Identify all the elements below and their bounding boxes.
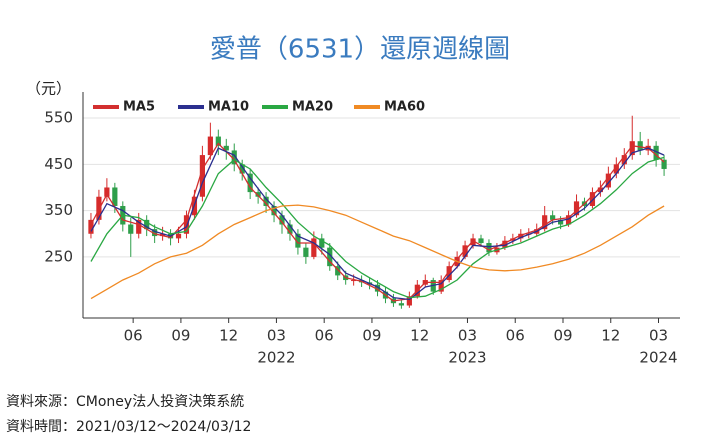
legend-label: MA20 <box>292 100 333 115</box>
candle-body <box>152 229 158 237</box>
x-year-label: 2023 <box>448 349 486 367</box>
x-tick-label: 03 <box>267 327 286 345</box>
ma-line <box>90 204 665 300</box>
candle-body <box>319 238 325 248</box>
candle-body <box>295 233 301 248</box>
y-tick-label: 350 <box>44 201 73 219</box>
candle-body <box>311 238 317 257</box>
candle-body <box>215 136 221 146</box>
x-year-label: 2022 <box>257 349 295 367</box>
candle-body <box>406 296 412 306</box>
candle-body <box>486 243 492 253</box>
candle-body <box>438 280 444 292</box>
y-unit: （元） <box>26 80 71 98</box>
candle-body <box>287 224 293 234</box>
candle-body <box>478 238 484 244</box>
candle-body <box>255 192 261 197</box>
candle-body <box>104 187 110 197</box>
x-tick-label: 06 <box>315 327 334 345</box>
candle-body <box>502 240 508 248</box>
candle-body <box>271 205 277 216</box>
ma-line <box>90 142 665 302</box>
candle-body <box>231 150 237 165</box>
legend-label: MA10 <box>208 100 249 115</box>
y-tick-label: 450 <box>44 155 73 173</box>
x-tick-label: 06 <box>506 327 525 345</box>
legend-label: MA5 <box>123 100 155 115</box>
ma-line <box>90 156 665 299</box>
candle-body <box>183 215 190 234</box>
candle-body <box>303 247 309 257</box>
source-note: 資料來源：CMoney法人投資決策系統 <box>6 393 244 410</box>
candle-body <box>565 215 572 225</box>
y-tick-label: 550 <box>44 109 73 127</box>
candle-body <box>542 215 548 230</box>
x-tick-label: 12 <box>601 327 620 345</box>
candle-body <box>446 266 452 281</box>
candle-body <box>629 141 635 156</box>
candle-body <box>621 155 627 165</box>
candle-body <box>207 136 213 156</box>
y-tick-label: 250 <box>44 247 73 265</box>
candle-body <box>613 164 619 174</box>
candle-body <box>279 215 285 225</box>
candle-body <box>597 187 603 193</box>
legend-label: MA60 <box>384 100 425 115</box>
candle-body <box>112 187 118 206</box>
candle-body <box>175 233 182 239</box>
candle-body <box>374 284 381 292</box>
candle-body <box>637 141 643 151</box>
candle-body <box>589 192 596 206</box>
candle-body <box>518 233 524 239</box>
candle-body <box>558 219 564 225</box>
candle-body <box>128 224 134 234</box>
x-tick-label: 06 <box>124 327 143 345</box>
chart-title: 愛普（6531）還原週線圖 <box>210 35 510 65</box>
x-tick-label: 09 <box>362 327 381 345</box>
candle-body <box>661 159 667 169</box>
x-tick-label: 03 <box>649 327 668 345</box>
candle-body <box>351 280 357 282</box>
x-tick-label: 03 <box>458 327 477 345</box>
candle-body <box>144 219 150 230</box>
candle-body <box>462 245 468 257</box>
candle-body <box>199 155 205 197</box>
candle-body <box>605 173 611 188</box>
x-tick-label: 12 <box>219 327 238 345</box>
date-note: 資料時間：2021/03/12～2024/03/12 <box>6 419 251 435</box>
candle-body <box>263 196 269 206</box>
x-tick-label: 12 <box>410 327 429 345</box>
candle-body <box>550 215 556 220</box>
ma-line <box>90 147 665 301</box>
candle-body <box>398 303 404 306</box>
candle-body <box>573 201 580 216</box>
candle-body <box>327 247 333 267</box>
x-tick-label: 09 <box>171 327 190 345</box>
candle-body <box>223 145 229 151</box>
candle-body <box>239 164 245 174</box>
candle-body <box>247 173 253 193</box>
x-tick-label: 09 <box>553 327 572 345</box>
candle-body <box>136 219 142 234</box>
candle-body <box>160 233 166 237</box>
candle-body <box>653 145 659 160</box>
candle-body <box>335 266 341 276</box>
x-year-label: 2024 <box>639 349 677 367</box>
candle-body <box>88 219 94 234</box>
candle-body <box>470 238 476 246</box>
